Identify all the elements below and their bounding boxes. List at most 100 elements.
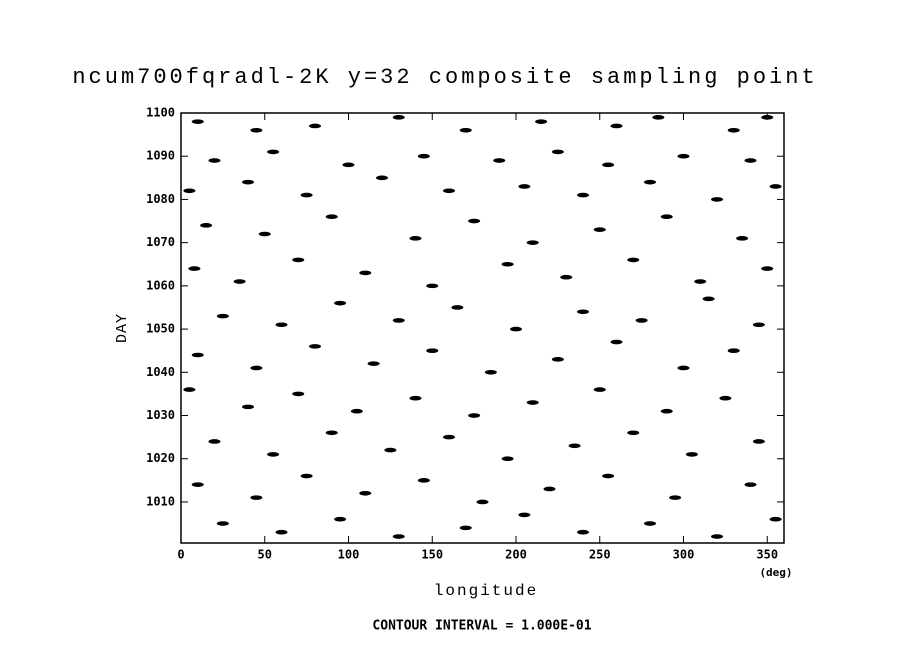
sampling-point bbox=[216, 313, 229, 319]
sampling-point bbox=[518, 512, 531, 518]
sampling-point bbox=[242, 404, 254, 410]
sampling-point bbox=[501, 456, 514, 462]
sampling-point bbox=[476, 499, 489, 505]
y-tick-label: 1010 bbox=[146, 494, 175, 508]
y-tick-label: 1020 bbox=[146, 451, 175, 465]
sampling-point bbox=[267, 149, 280, 155]
sampling-point bbox=[727, 127, 740, 133]
sampling-point bbox=[577, 529, 589, 535]
sampling-point bbox=[233, 279, 246, 284]
sampling-point bbox=[191, 119, 204, 124]
sampling-point bbox=[702, 296, 715, 302]
sampling-point bbox=[250, 495, 263, 500]
sampling-point bbox=[711, 534, 723, 539]
y-tick-label: 1090 bbox=[146, 149, 175, 163]
x-tick-label: 300 bbox=[673, 548, 695, 562]
sampling-point bbox=[309, 344, 321, 349]
sampling-point bbox=[417, 478, 430, 483]
sampling-point bbox=[669, 495, 682, 500]
y-tick-label: 1040 bbox=[146, 365, 175, 379]
sampling-point bbox=[635, 318, 648, 323]
sampling-point bbox=[392, 115, 405, 120]
sampling-point bbox=[258, 231, 271, 237]
sampling-point bbox=[610, 339, 623, 345]
sampling-point bbox=[292, 391, 305, 397]
sampling-point bbox=[216, 521, 229, 526]
sampling-point bbox=[359, 270, 372, 276]
sampling-point bbox=[392, 534, 405, 539]
x-tick-label: 200 bbox=[505, 548, 527, 562]
sampling-point bbox=[694, 279, 707, 284]
sampling-point bbox=[468, 413, 481, 418]
sampling-point bbox=[551, 357, 564, 362]
sampling-point bbox=[660, 214, 673, 220]
sampling-point bbox=[350, 408, 363, 414]
sampling-point bbox=[468, 218, 481, 224]
sampling-point bbox=[602, 162, 615, 168]
sampling-point bbox=[677, 365, 690, 371]
plot-frame bbox=[180, 112, 785, 544]
sampling-point bbox=[535, 119, 548, 124]
sampling-point bbox=[426, 283, 439, 289]
sampling-point bbox=[736, 236, 749, 241]
sampling-point bbox=[568, 443, 581, 449]
sampling-point bbox=[551, 149, 564, 155]
footer: CONTOUR INTERVAL = 1.000E-01 bbox=[372, 619, 591, 634]
sampling-point bbox=[451, 305, 464, 310]
y-tick-label: 1030 bbox=[146, 408, 175, 422]
sampling-point bbox=[543, 486, 556, 492]
sampling-point bbox=[526, 240, 539, 245]
sampling-point bbox=[188, 266, 201, 271]
sampling-point bbox=[200, 223, 213, 228]
sampling-point bbox=[334, 300, 347, 306]
y-tick-label: 1070 bbox=[146, 235, 175, 249]
sampling-point bbox=[342, 162, 355, 168]
sampling-point bbox=[426, 348, 439, 353]
sampling-point bbox=[443, 434, 455, 440]
x-tick-label: 0 bbox=[177, 548, 184, 562]
sampling-point bbox=[660, 408, 673, 414]
sampling-point bbox=[593, 387, 606, 392]
sampling-point bbox=[208, 158, 221, 163]
sampling-point bbox=[518, 184, 531, 189]
y-tick-label: 1100 bbox=[146, 106, 175, 120]
sampling-point bbox=[409, 236, 422, 241]
sampling-point bbox=[627, 257, 640, 263]
sampling-point bbox=[761, 115, 774, 120]
sampling-point bbox=[242, 179, 254, 185]
sampling-point bbox=[292, 257, 305, 263]
sampling-point bbox=[275, 529, 288, 535]
sampling-point bbox=[501, 261, 514, 267]
sampling-point bbox=[577, 192, 589, 198]
sampling-point bbox=[510, 326, 522, 332]
sampling-point bbox=[769, 184, 782, 189]
sampling-point bbox=[577, 309, 589, 315]
sampling-point bbox=[250, 127, 263, 133]
y-axis-label: DAY bbox=[114, 313, 131, 343]
sampling-point bbox=[652, 115, 665, 120]
sampling-point bbox=[459, 525, 472, 531]
sampling-point bbox=[334, 516, 347, 522]
x-tick-label: 150 bbox=[421, 548, 443, 562]
y-tick-label: 1050 bbox=[146, 322, 175, 336]
sampling-point bbox=[744, 158, 757, 163]
sampling-point bbox=[417, 153, 430, 159]
sampling-point bbox=[367, 361, 380, 366]
sampling-point bbox=[443, 188, 455, 194]
sampling-point bbox=[560, 274, 573, 280]
sampling-point bbox=[309, 123, 321, 129]
sampling-point bbox=[384, 447, 397, 453]
sampling-point bbox=[191, 482, 204, 487]
sampling-point bbox=[727, 348, 740, 353]
y-tick-label: 1080 bbox=[146, 192, 175, 206]
sampling-point bbox=[610, 123, 623, 129]
sampling-point bbox=[459, 127, 472, 133]
sampling-point bbox=[526, 400, 539, 405]
sampling-point bbox=[409, 395, 422, 401]
x-tick-label: 350 bbox=[756, 548, 778, 562]
sampling-point bbox=[183, 188, 196, 194]
sampling-point bbox=[744, 482, 757, 487]
sampling-point bbox=[376, 175, 388, 181]
sampling-point bbox=[644, 179, 656, 185]
